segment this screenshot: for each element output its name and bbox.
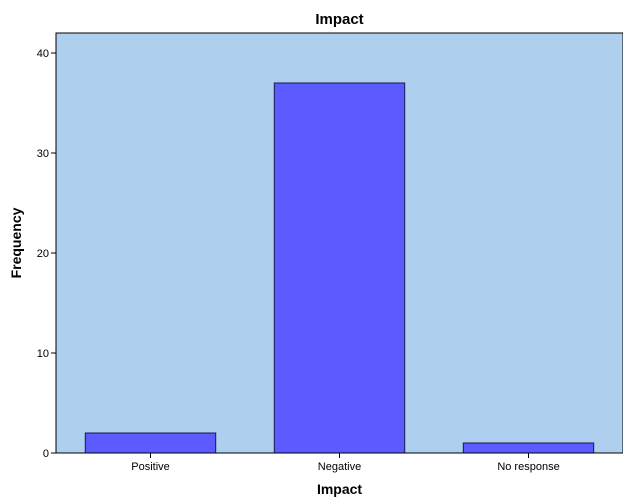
bar-no-response <box>462 442 595 454</box>
y-tick-label: 30 <box>37 148 49 160</box>
x-tick-label: No response <box>497 461 559 473</box>
y-tick-label: 0 <box>43 448 49 460</box>
x-axis: Positive Negative No response <box>56 452 623 473</box>
y-axis-title: Frequency <box>8 207 24 278</box>
x-tick-label: Positive <box>131 461 170 473</box>
bar-negative <box>273 82 406 454</box>
x-axis-title: Impact <box>317 481 362 497</box>
y-tick-label: 20 <box>37 248 49 260</box>
x-tick-label: Negative <box>318 461 361 473</box>
y-tick-label: 10 <box>37 348 49 360</box>
bar-positive <box>84 432 217 454</box>
y-axis: 0 10 20 30 40 <box>37 33 57 460</box>
chart-title: Impact <box>315 11 363 28</box>
y-tick-label: 40 <box>37 48 49 60</box>
